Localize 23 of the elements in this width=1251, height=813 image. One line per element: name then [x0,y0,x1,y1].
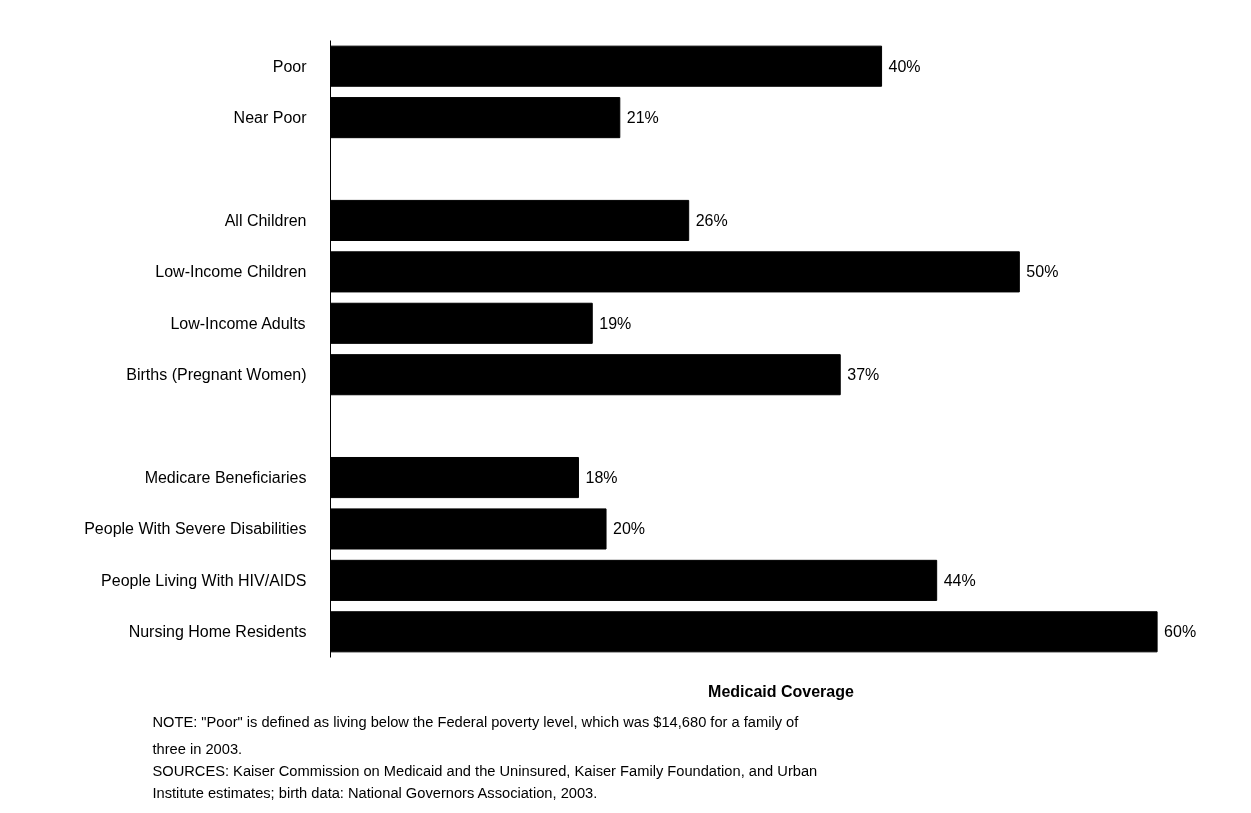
x-axis-title: Medicaid Coverage [708,682,855,700]
y-tick-label: Medicare Beneficiaries [144,469,307,487]
data-label: 50% [1026,263,1059,281]
data-label: 44% [943,571,976,589]
y-tick-label: People With Severe Disabilities [84,520,307,538]
data-label: 19% [599,314,632,332]
data-label: 21% [626,109,659,127]
data-label: 37% [847,366,880,384]
source-note: SOURCES: Kaiser Commission on Medicaid and the Uninsured, Kaiser Family Foundation, and Urban Institute estimates; birth data: National Governors Association, 2003. [152,762,818,801]
text: NOTE: "Poor" is defined as living below the Federal poverty level, which was $14,680 for a family of three in 2003. [152,713,800,757]
y-tick-label: Births (Pregnant Women) [126,366,307,384]
data-label: 18% [585,469,618,487]
data-label: 20% [613,520,646,538]
data-label: 40% [888,57,921,75]
y-tick-label: Near Poor [233,109,308,127]
y-tick-label: People Living With HIV/AIDS [101,571,307,589]
y-tick-label: Low-Income Adults [170,314,306,332]
y-tick-label: All Children [224,211,307,229]
data-label: 60% [1164,623,1197,641]
y-tick-label: Nursing Home Residents [128,623,307,641]
data-label: 26% [695,211,728,229]
y-tick-label: Low-Income Children [155,263,307,281]
y-tick-label: Poor [272,57,308,75]
